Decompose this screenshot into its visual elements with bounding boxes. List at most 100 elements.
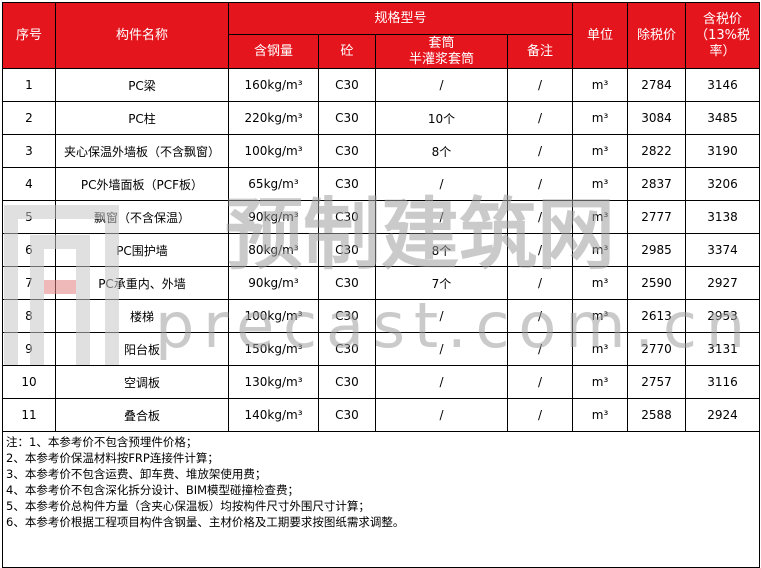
table-cell: / bbox=[506, 200, 574, 234]
table-row: 3 夹心保温外墙板（不含飘窗） 100kg/m³ C30 8个 / m³ 2822 3190 bbox=[2, 134, 761, 168]
table-row: 7 PC承重内、外墙 90kg/m³ C30 7个 / m³ 2590 2927 bbox=[2, 266, 761, 300]
table-cell: 2927 bbox=[685, 266, 761, 300]
table-cell: C30 bbox=[318, 365, 376, 399]
table-cell: 3190 bbox=[685, 134, 761, 168]
table-cell: 3116 bbox=[685, 365, 761, 399]
table-cell: m³ bbox=[572, 266, 629, 300]
table-cell: / bbox=[375, 167, 508, 201]
table-cell: 2924 bbox=[685, 398, 761, 432]
header-cell: 备注 bbox=[506, 34, 574, 69]
table-cell: 90kg/m³ bbox=[228, 200, 319, 234]
table-cell: PC围护墙 bbox=[55, 233, 229, 267]
table-row: 5 飘窗（不含保温） 90kg/m³ C30// m³ 2777 3138 bbox=[2, 200, 761, 234]
table-row: 9 阳台板 150kg/m³ C30// m³ 2770 3131 bbox=[2, 332, 761, 366]
table-cell: 11 bbox=[2, 398, 56, 432]
header-cell: 套筒 半灌浆套筒 bbox=[375, 34, 508, 69]
table-cell: 3138 bbox=[685, 200, 761, 234]
table-cell: / bbox=[375, 398, 508, 432]
note-line: 6、本参考价根据工程项目构件含钢量、主材价格及工期要求按图纸需求调整。 bbox=[6, 515, 405, 529]
table-cell: C30 bbox=[318, 266, 376, 300]
table-body: 1 PC梁 160kg/m³ C30// m³ 2784 3146 2 PC柱 220kg/m³ C… bbox=[1, 68, 761, 568]
header-cell: 砼 bbox=[318, 34, 376, 69]
table-cell: PC梁 bbox=[55, 68, 229, 102]
note-line: 4、本参考价不包含深化拆分设计、BIM模型碰撞检查费； bbox=[6, 483, 300, 497]
table-cell: 阳台板 bbox=[55, 332, 229, 366]
table-cell: m³ bbox=[572, 134, 629, 168]
table-cell: 100kg/m³ bbox=[228, 134, 319, 168]
table-cell: 3131 bbox=[685, 332, 761, 366]
table-cell: 2 bbox=[2, 101, 56, 135]
header-cell: 构件名称 bbox=[55, 2, 229, 69]
table-cell: 5 bbox=[2, 200, 56, 234]
table-cell: m³ bbox=[572, 299, 629, 333]
table-cell: m³ bbox=[572, 167, 629, 201]
header-cell: 序号 bbox=[2, 2, 56, 69]
table-cell: 220kg/m³ bbox=[228, 101, 319, 135]
table-cell: 8个 bbox=[375, 134, 508, 168]
table-cell: / bbox=[375, 365, 508, 399]
notes-cell: 注：1、本参考价不包含预埋件价格； 2、本参考价保温材料按FRP连接件计算； 3、本… bbox=[1, 431, 761, 568]
table-cell: 140kg/m³ bbox=[228, 398, 319, 432]
table-cell: / bbox=[506, 266, 574, 300]
table-cell: / bbox=[506, 332, 574, 366]
table-cell: / bbox=[375, 332, 508, 366]
table-cell: 150kg/m³ bbox=[228, 332, 319, 366]
table-cell: / bbox=[506, 167, 574, 201]
header-cell: 除税价 bbox=[627, 2, 687, 69]
header-cell: 单位 bbox=[572, 2, 629, 69]
note-line: 注：1、本参考价不包含预埋件价格； bbox=[6, 435, 198, 449]
notes-row: 注：1、本参考价不包含预埋件价格； 2、本参考价保温材料按FRP连接件计算； 3、本… bbox=[1, 431, 761, 568]
table-row: 4 PC外墙面板（PCF板） 65kg/m³ C30// m³ 2837 3206 bbox=[2, 167, 761, 201]
table-cell: 3146 bbox=[685, 68, 761, 102]
table-cell: 130kg/m³ bbox=[228, 365, 319, 399]
table-cell: C30 bbox=[318, 68, 376, 102]
table-cell: 3084 bbox=[627, 101, 687, 135]
table-cell: 8 bbox=[2, 299, 56, 333]
table-cell: 2837 bbox=[627, 167, 687, 201]
table-cell: m³ bbox=[572, 365, 629, 399]
note-line: 2、本参考价保温材料按FRP连接件计算； bbox=[6, 451, 219, 465]
table-cell: 10个 bbox=[375, 101, 508, 135]
table-cell: m³ bbox=[572, 332, 629, 366]
table-cell: C30 bbox=[318, 299, 376, 333]
table-cell: 楼梯 bbox=[55, 299, 229, 333]
table-cell: C30 bbox=[318, 101, 376, 135]
table-cell: / bbox=[375, 200, 508, 234]
table-cell: / bbox=[506, 101, 574, 135]
table-cell: / bbox=[506, 134, 574, 168]
table-cell: 1 bbox=[2, 68, 56, 102]
table-cell: C30 bbox=[318, 200, 376, 234]
table-cell: C30 bbox=[318, 233, 376, 267]
table-cell: 2590 bbox=[627, 266, 687, 300]
table-cell: 2757 bbox=[627, 365, 687, 399]
table-cell: 65kg/m³ bbox=[228, 167, 319, 201]
table-cell: 2953 bbox=[685, 299, 761, 333]
table-cell: / bbox=[506, 365, 574, 399]
table-cell: C30 bbox=[318, 332, 376, 366]
table-cell: / bbox=[506, 299, 574, 333]
table-cell: PC外墙面板（PCF板） bbox=[55, 167, 229, 201]
table-cell: 2784 bbox=[627, 68, 687, 102]
table-cell: 叠合板 bbox=[55, 398, 229, 432]
table-cell: 3206 bbox=[685, 167, 761, 201]
header-cell: 规格型号 bbox=[227, 2, 574, 35]
table-cell: 7 bbox=[2, 266, 56, 300]
table-cell: C30 bbox=[318, 134, 376, 168]
table-cell: PC承重内、外墙 bbox=[55, 266, 229, 300]
table-row: 8 楼梯 100kg/m³ C30// m³ 2613 2953 bbox=[2, 299, 761, 333]
table-cell: / bbox=[375, 299, 508, 333]
table-cell: 8个 bbox=[375, 233, 508, 267]
table-cell: 2822 bbox=[627, 134, 687, 168]
table-row: 1 PC梁 160kg/m³ C30// m³ 2784 3146 bbox=[2, 68, 761, 102]
table-cell: 90kg/m³ bbox=[228, 266, 319, 300]
table-cell: 3485 bbox=[685, 101, 761, 135]
table-cell: 160kg/m³ bbox=[228, 68, 319, 102]
header-cell: 含钢量 bbox=[228, 34, 319, 69]
table-cell: / bbox=[506, 68, 574, 102]
table-cell: 4 bbox=[2, 167, 56, 201]
table-cell: 2770 bbox=[627, 332, 687, 366]
table-cell: m³ bbox=[572, 101, 629, 135]
header-line: 套筒 bbox=[428, 35, 455, 51]
